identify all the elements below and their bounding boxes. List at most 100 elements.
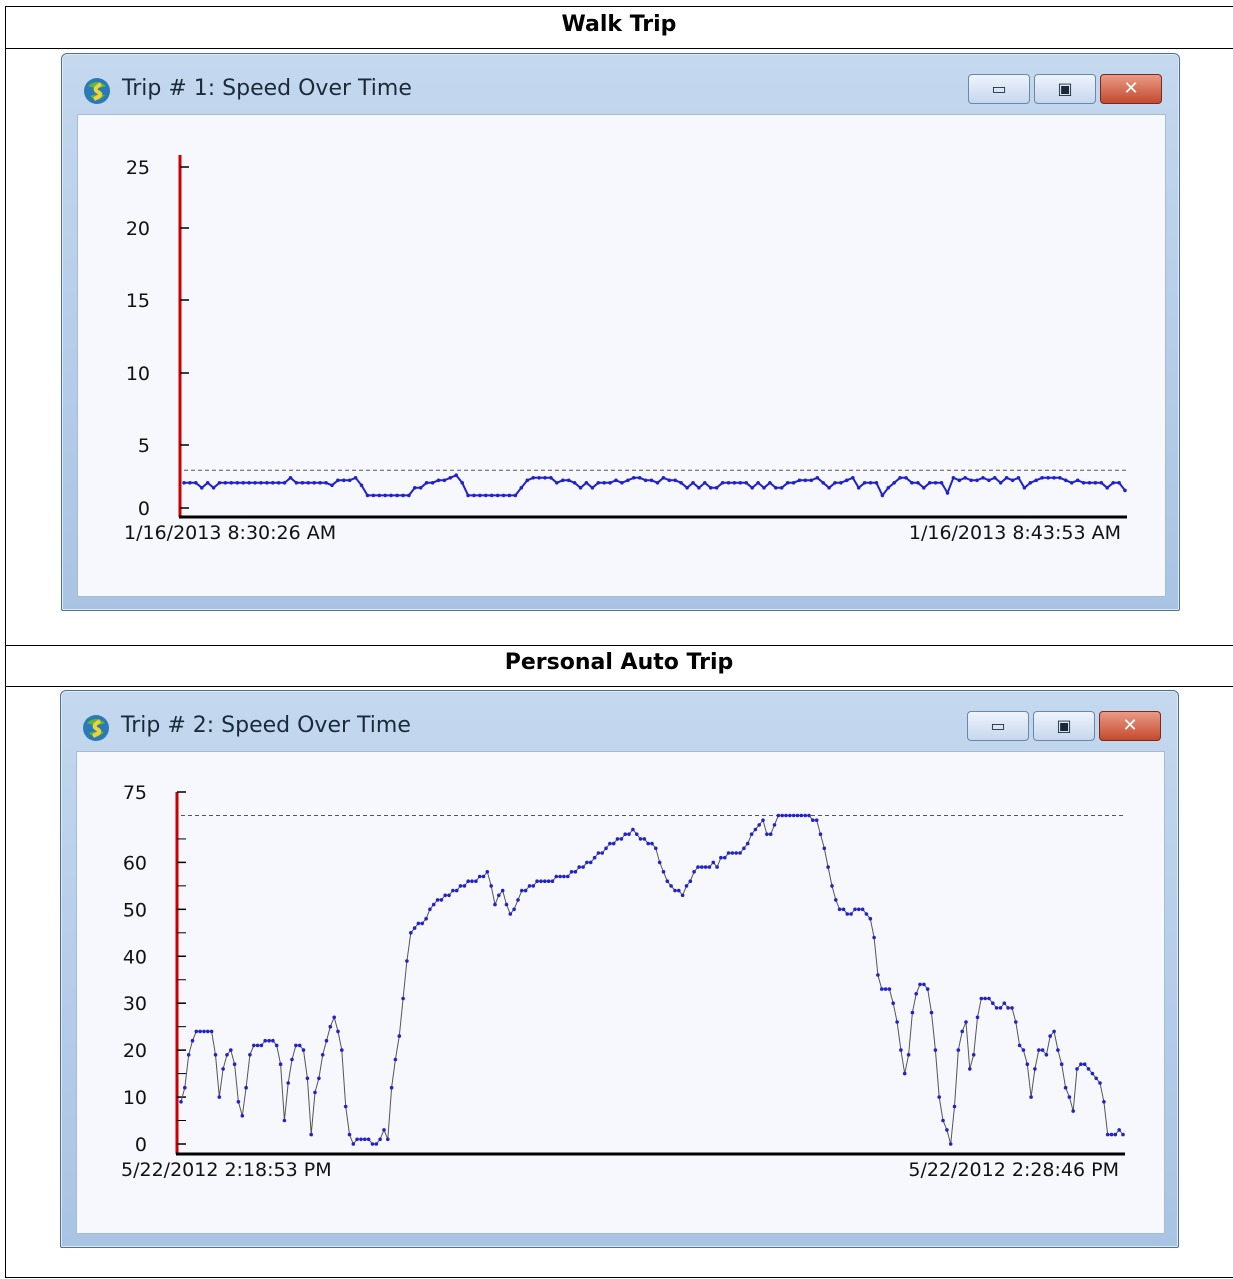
data-point <box>555 481 559 485</box>
data-point <box>495 493 500 498</box>
data-point <box>1052 476 1056 480</box>
data-point <box>312 481 316 485</box>
data-point <box>520 888 524 893</box>
data-point <box>604 846 608 851</box>
data-point <box>742 846 746 851</box>
data-point <box>626 478 630 483</box>
data-point <box>448 476 453 480</box>
data-point <box>470 879 474 883</box>
data-point <box>573 870 578 874</box>
data-point <box>851 476 855 480</box>
data-point <box>539 879 543 883</box>
data-point <box>822 846 827 851</box>
data-point <box>821 481 825 485</box>
data-point <box>332 1015 336 1020</box>
data-point <box>887 987 892 991</box>
data-point <box>608 841 612 846</box>
data-point <box>596 481 601 485</box>
maximize-button[interactable]: ▣ <box>1033 711 1095 741</box>
data-point <box>791 481 796 485</box>
data-point <box>466 879 471 883</box>
data-point <box>347 478 352 483</box>
data-point <box>211 486 216 490</box>
data-point <box>200 486 204 490</box>
data-point <box>290 1057 294 1062</box>
data-point <box>1079 1062 1083 1066</box>
data-point <box>1099 481 1104 485</box>
data-point <box>558 874 562 879</box>
data-point <box>998 1006 1003 1010</box>
window-title: Trip # 2: Speed Over Time <box>121 713 411 738</box>
data-point <box>874 481 879 485</box>
data-point <box>688 879 693 883</box>
table-divider <box>5 48 1233 49</box>
data-point <box>849 912 853 916</box>
data-point <box>696 865 700 869</box>
data-point <box>507 493 512 498</box>
data-point <box>485 870 490 874</box>
close-button[interactable]: ✕ <box>1099 711 1161 741</box>
data-point <box>860 907 865 912</box>
data-point <box>554 874 559 879</box>
data-point <box>987 996 991 1001</box>
data-point <box>738 851 742 855</box>
data-point <box>365 493 370 498</box>
data-point <box>1046 476 1050 480</box>
data-point <box>1117 481 1121 485</box>
data-point <box>916 481 920 485</box>
data-point <box>945 491 950 495</box>
data-point <box>336 1029 340 1034</box>
data-point <box>1010 1006 1014 1010</box>
data-point <box>993 476 997 480</box>
data-point <box>359 1137 363 1142</box>
data-point <box>531 884 536 888</box>
chart-window-trip-2: Trip # 2: Speed Over Time ▭ ▣ ✕ 0 10 20 30 4… <box>60 690 1179 1248</box>
y-tick-label: 0 <box>138 498 150 520</box>
data-point <box>1044 1053 1049 1057</box>
data-point <box>519 486 524 490</box>
table-divider <box>5 645 1233 646</box>
data-point <box>719 855 723 860</box>
data-point <box>654 846 658 851</box>
data-point <box>236 1100 241 1104</box>
minimize-button[interactable]: ▭ <box>968 74 1030 104</box>
data-point <box>317 1076 321 1081</box>
data-point <box>478 493 482 498</box>
data-point <box>297 1043 302 1048</box>
data-point <box>715 865 719 869</box>
data-point <box>998 481 1003 485</box>
chart-window-trip-1: Trip # 1: Speed Over Time ▭ ▣ ✕ 0 5 10 15 20… <box>61 53 1180 611</box>
data-point <box>602 481 606 485</box>
chart-area: 0 5 10 15 20 25 1/16/2013 8:30:26 AM 1/16/2013 … <box>77 114 1166 597</box>
data-point <box>525 478 530 483</box>
data-point <box>1087 481 1092 485</box>
data-point <box>922 982 926 987</box>
data-point <box>1067 1095 1072 1099</box>
data-point <box>209 1029 214 1034</box>
data-point <box>1064 478 1068 483</box>
data-point <box>447 893 451 898</box>
data-point <box>320 1053 325 1057</box>
data-point <box>918 982 922 987</box>
close-button[interactable]: ✕ <box>1100 74 1162 104</box>
data-point <box>442 478 447 483</box>
data-point <box>271 481 275 485</box>
data-point <box>484 493 488 498</box>
data-point <box>274 1043 279 1048</box>
data-point <box>1029 1095 1033 1099</box>
data-point <box>868 481 873 485</box>
data-point <box>550 879 555 883</box>
data-point <box>1059 1062 1064 1066</box>
data-point <box>1006 1006 1010 1010</box>
data-point <box>353 476 358 480</box>
data-point <box>342 478 346 483</box>
data-point <box>527 884 532 888</box>
minimize-button[interactable]: ▭ <box>967 711 1029 741</box>
data-point <box>393 1057 398 1062</box>
data-point <box>572 481 577 485</box>
maximize-button[interactable]: ▣ <box>1034 74 1096 104</box>
data-point <box>803 813 807 818</box>
data-point <box>711 860 716 865</box>
data-point <box>661 476 666 480</box>
data-point <box>904 476 908 480</box>
